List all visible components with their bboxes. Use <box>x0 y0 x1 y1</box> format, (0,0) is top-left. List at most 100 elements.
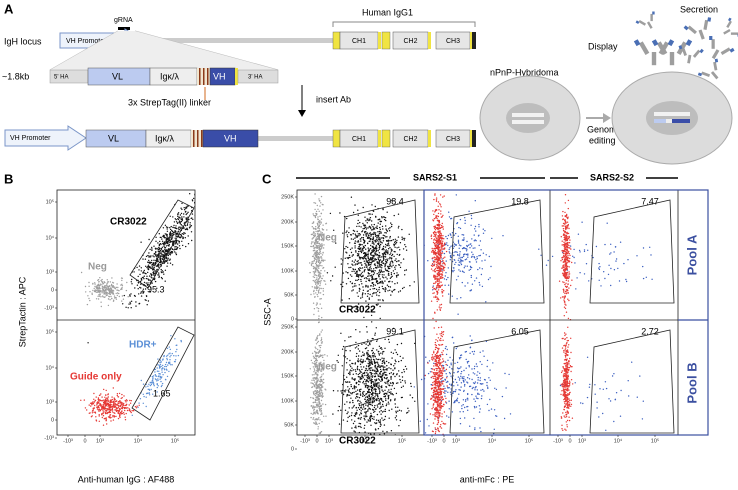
event-dot <box>354 283 355 284</box>
event-dot <box>318 198 319 199</box>
event-dot <box>365 361 366 362</box>
event-dot <box>169 238 170 239</box>
event-dot <box>437 263 438 264</box>
event-dot <box>102 417 103 418</box>
event-dot <box>109 299 110 300</box>
event-dot <box>437 298 438 299</box>
event-dot <box>314 380 315 381</box>
event-dot <box>360 402 361 403</box>
event-dot <box>446 251 447 252</box>
event-dot <box>565 283 566 284</box>
event-dot <box>157 358 158 359</box>
event-dot <box>155 237 156 238</box>
event-dot <box>318 417 319 418</box>
event-dot <box>458 241 459 242</box>
event-dot <box>378 272 379 273</box>
event-dot <box>171 226 172 227</box>
event-dot <box>396 272 397 273</box>
event-dot <box>378 376 379 377</box>
event-dot <box>318 318 319 319</box>
event-dot <box>160 261 161 262</box>
event-dot <box>390 376 391 377</box>
event-dot <box>379 287 380 288</box>
event-dot <box>164 247 165 248</box>
event-dot <box>478 226 479 227</box>
event-dot <box>161 376 162 377</box>
event-dot <box>399 379 400 380</box>
event-dot <box>458 227 459 228</box>
event-dot <box>182 225 183 226</box>
event-dot <box>563 261 564 262</box>
event-dot <box>125 401 126 402</box>
event-dot <box>358 355 359 356</box>
event-dot <box>387 241 388 242</box>
event-dot <box>439 220 440 221</box>
locus-igk <box>666 119 672 123</box>
event-dot <box>113 282 114 283</box>
event-dot <box>345 271 346 272</box>
event-dot <box>184 207 185 208</box>
event-dot <box>366 266 367 267</box>
event-dot <box>323 229 324 230</box>
event-dot <box>439 278 440 279</box>
event-dot <box>177 247 178 248</box>
event-dot <box>124 414 125 415</box>
event-dot <box>158 385 159 386</box>
event-dot <box>456 279 457 280</box>
event-dot <box>176 228 177 229</box>
event-dot <box>371 250 372 251</box>
event-dot <box>174 251 175 252</box>
event-dot <box>160 250 161 251</box>
event-dot <box>313 246 314 247</box>
event-dot <box>358 246 359 247</box>
event-dot <box>394 245 395 246</box>
event-dot <box>374 373 375 374</box>
event-dot <box>357 248 358 249</box>
event-dot <box>353 374 354 375</box>
event-dot <box>564 250 565 251</box>
event-dot <box>133 410 134 411</box>
event-dot <box>321 374 322 375</box>
event-dot <box>449 249 450 250</box>
event-dot <box>320 256 321 257</box>
event-dot <box>144 276 145 277</box>
event-dot <box>363 290 364 291</box>
event-dot <box>568 273 569 274</box>
event-dot <box>372 364 373 365</box>
event-dot <box>445 244 446 245</box>
event-dot <box>367 238 368 239</box>
event-dot <box>358 241 359 242</box>
event-dot <box>85 407 86 408</box>
event-dot <box>164 355 165 356</box>
event-dot <box>457 255 458 256</box>
event-dot <box>361 273 362 274</box>
event-dot <box>371 204 372 205</box>
event-dot <box>358 235 359 236</box>
event-dot <box>144 270 145 271</box>
event-dot <box>320 463 321 464</box>
event-dot <box>204 199 205 200</box>
event-dot <box>568 251 569 252</box>
event-dot <box>386 403 387 404</box>
event-dot <box>313 366 314 367</box>
event-dot <box>97 285 98 286</box>
event-dot <box>166 245 167 246</box>
event-dot <box>355 263 356 264</box>
event-dot <box>354 261 355 262</box>
event-dot <box>130 293 131 294</box>
event-dot <box>385 259 386 260</box>
event-dot <box>358 358 359 359</box>
event-dot <box>367 227 368 228</box>
event-dot <box>478 235 479 236</box>
event-dot <box>152 255 153 256</box>
event-dot <box>148 260 149 261</box>
event-dot <box>350 281 351 282</box>
event-dot <box>378 276 379 277</box>
event-dot <box>181 203 182 204</box>
event-dot <box>455 262 456 263</box>
event-dot <box>381 256 382 257</box>
event-dot <box>404 244 405 245</box>
event-dot <box>439 238 440 239</box>
event-dot <box>440 255 441 256</box>
grna-label: gRNA <box>114 17 133 24</box>
